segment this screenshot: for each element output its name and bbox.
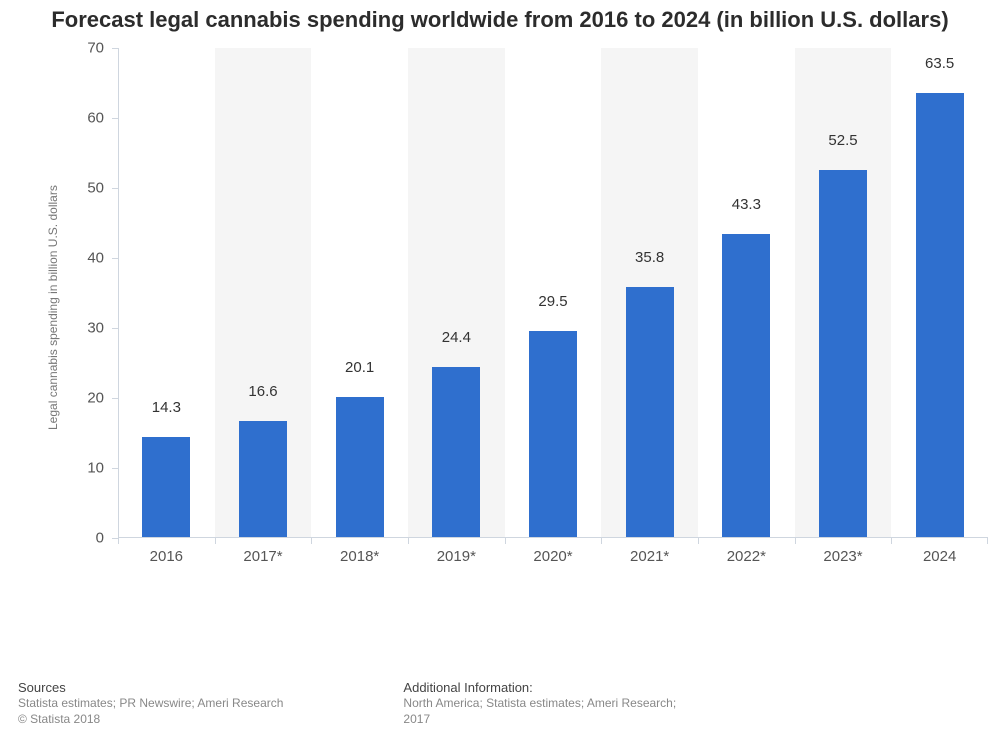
bar	[336, 397, 384, 538]
plot-area: 14.3 16.6 20.1 24.4 29.5 35.8 43.3 52.5 63.5	[118, 48, 988, 538]
y-tick-label: 60	[87, 109, 104, 126]
x-tick-mark	[118, 538, 119, 544]
y-tick-label: 40	[87, 249, 104, 266]
additional-heading: Additional Information:	[403, 680, 703, 695]
sources-text: Statista estimates; PR Newswire; Ameri R…	[18, 695, 283, 711]
bar-value-label: 35.8	[635, 249, 664, 266]
bar-value-label: 63.5	[925, 55, 954, 72]
footer-additional: Additional Information: North America; S…	[403, 680, 703, 727]
bar	[142, 437, 190, 537]
x-tick-mark	[215, 538, 216, 544]
bar-value-label: 14.3	[152, 399, 181, 416]
bar	[529, 331, 577, 538]
copyright-text: © Statista 2018	[18, 711, 283, 727]
y-tick-label: 20	[87, 389, 104, 406]
x-tick-mark	[795, 538, 796, 544]
bar-value-label: 43.3	[732, 196, 761, 213]
sources-heading: Sources	[18, 680, 283, 695]
bars-layer: 14.3 16.6 20.1 24.4 29.5 35.8 43.3 52.5 63.5	[118, 48, 988, 538]
bar-value-label: 52.5	[828, 132, 857, 149]
x-tick-label: 2017*	[243, 548, 282, 565]
x-tick-mark	[601, 538, 602, 544]
bar-value-label: 16.6	[248, 383, 277, 400]
y-tick-label: 0	[96, 529, 104, 546]
x-tick-mark	[408, 538, 409, 544]
bar	[626, 287, 674, 538]
x-tick-mark	[505, 538, 506, 544]
x-tick-mark	[698, 538, 699, 544]
chart-footer: Sources Statista estimates; PR Newswire;…	[18, 680, 703, 727]
bar	[432, 367, 480, 538]
x-tick-label: 2023*	[823, 548, 862, 565]
x-tick-label: 2019*	[437, 548, 476, 565]
y-axis-line	[118, 48, 119, 538]
x-axis-ticks: 2016 2017* 2018* 2019* 2020* 2021* 2022* 2023* 2…	[118, 538, 988, 568]
x-tick-mark	[987, 538, 988, 544]
y-axis-ticks: 010203040506070	[70, 48, 118, 538]
y-tick-label: 30	[87, 319, 104, 336]
y-tick-label: 50	[87, 179, 104, 196]
x-tick-label: 2016	[150, 548, 183, 565]
bar-value-label: 24.4	[442, 329, 471, 346]
y-tick-label: 70	[87, 39, 104, 56]
bar	[239, 421, 287, 537]
x-tick-label: 2024	[923, 548, 956, 565]
x-tick-label: 2020*	[533, 548, 572, 565]
y-tick-label: 10	[87, 459, 104, 476]
additional-text: North America; Statista estimates; Ameri…	[403, 695, 703, 727]
bar	[819, 170, 867, 538]
chart-title: Forecast legal cannabis spending worldwi…	[0, 0, 1000, 34]
x-tick-mark	[311, 538, 312, 544]
bar-value-label: 29.5	[538, 293, 567, 310]
bar	[916, 93, 964, 538]
bar-value-label: 20.1	[345, 359, 374, 376]
x-tick-label: 2022*	[727, 548, 766, 565]
x-tick-label: 2018*	[340, 548, 379, 565]
bar	[722, 234, 770, 537]
x-tick-label: 2021*	[630, 548, 669, 565]
x-tick-mark	[891, 538, 892, 544]
y-axis-label: Legal cannabis spending in billion U.S. …	[46, 185, 60, 430]
footer-sources: Sources Statista estimates; PR Newswire;…	[18, 680, 283, 727]
